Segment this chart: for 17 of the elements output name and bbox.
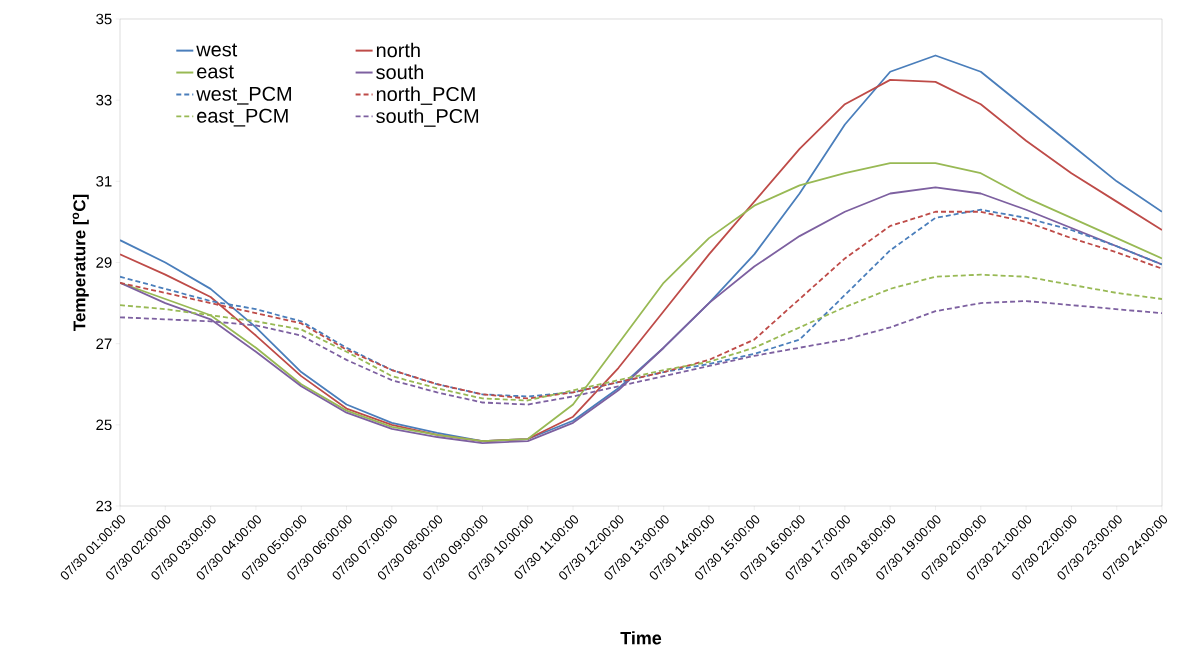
- y-tick-label: 25: [96, 419, 112, 431]
- y-axis-title: Temperature [$^{o}$C]: [72, 194, 89, 331]
- legend-label: west: [196, 43, 238, 57]
- y-tick-label: 23: [96, 500, 112, 512]
- legend-label: east_PCM: [197, 108, 288, 127]
- y-tick-label: 29: [96, 257, 112, 268]
- legend-label: south: [376, 64, 424, 80]
- legend-label: south_PCM: [376, 108, 479, 127]
- y-tick-label: 31: [96, 176, 112, 187]
- x-axis-title: Time: [620, 631, 662, 645]
- y-tick-label: 33: [96, 94, 112, 106]
- legend-label: north: [376, 42, 420, 58]
- legend-label: east: [197, 65, 234, 79]
- legend-label: west_PCM: [196, 86, 291, 105]
- y-tick-label: 35: [96, 13, 112, 25]
- legend-label: north_PCM: [376, 86, 475, 105]
- y-tick-label: 27: [96, 338, 112, 349]
